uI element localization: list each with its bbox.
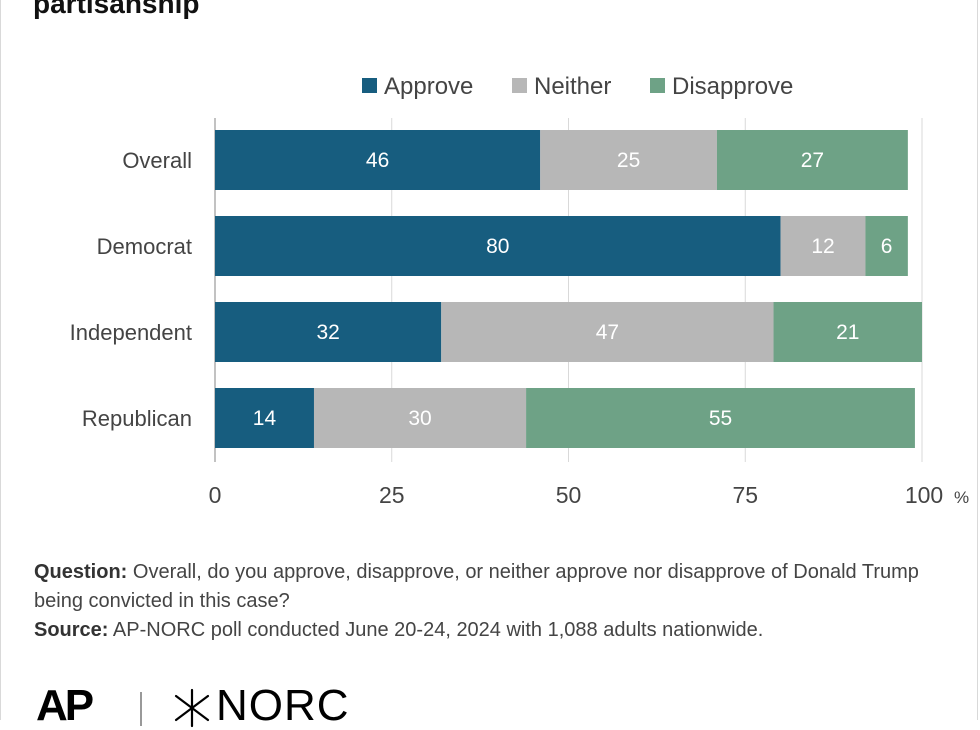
legend: Approve Neither Disapprove xyxy=(362,73,793,100)
data-label: 27 xyxy=(801,149,824,172)
x-tick-label: 75 xyxy=(732,482,758,508)
bar-segment-approve xyxy=(215,388,314,448)
bar-segment-disapprove xyxy=(716,130,908,190)
category-label: Democrat xyxy=(97,234,192,259)
x-tick-label: 100 xyxy=(905,482,943,508)
question-note: Question: Overall, do you approve, disap… xyxy=(34,558,944,616)
data-label: 6 xyxy=(881,235,893,258)
legend-swatch-neither xyxy=(512,78,527,93)
bar-segment-disapprove xyxy=(526,388,915,448)
source-note: Source: AP-NORC poll conducted June 20-2… xyxy=(34,616,944,645)
bar-segment-neither xyxy=(780,216,866,276)
data-label: 30 xyxy=(408,407,431,430)
norc-star-icon xyxy=(174,688,210,728)
bar-segment-approve xyxy=(215,216,781,276)
stacked-bar-chart: Approve Neither Disapprove 46 25 27 80 12 6 32 47… xyxy=(70,73,970,508)
legend-swatch-disapprove xyxy=(650,78,665,93)
source-text: AP-NORC poll conducted June 20-24, 2024 … xyxy=(108,619,764,641)
x-tick-label: 25 xyxy=(379,482,405,508)
data-label: 55 xyxy=(709,407,732,430)
x-tick-label: 0 xyxy=(209,482,222,508)
bar-segment-neither xyxy=(540,130,717,190)
norc-logo-text: NORC xyxy=(216,681,350,730)
bar-segment-approve xyxy=(215,130,541,190)
bars: 46 25 27 80 12 6 32 47 21 14 30 55 xyxy=(215,130,922,448)
legend-label-disapprove: Disapprove xyxy=(672,73,793,100)
data-label: 80 xyxy=(486,235,509,258)
category-label: Independent xyxy=(70,320,192,345)
legend-swatch-approve xyxy=(362,78,377,93)
x-tick-label: 50 xyxy=(556,482,582,508)
bar-segment-approve xyxy=(215,302,442,362)
question-text: Overall, do you approve, disapprove, or … xyxy=(34,561,919,612)
data-label: 21 xyxy=(836,321,859,344)
chart-notes: Question: Overall, do you approve, disap… xyxy=(34,558,944,645)
category-labels: Overall Democrat Independent Republican xyxy=(70,148,192,431)
legend-label-approve: Approve xyxy=(384,73,473,100)
x-unit-label: % xyxy=(954,488,969,507)
data-label: 32 xyxy=(316,321,339,344)
chart-title: partisanship xyxy=(33,0,200,19)
source-label: Source: xyxy=(34,619,109,641)
data-label: 12 xyxy=(811,235,834,258)
data-label: 46 xyxy=(366,149,389,172)
legend-label-neither: Neither xyxy=(534,73,611,100)
data-label: 25 xyxy=(617,149,640,172)
x-axis-ticks: 0 25 50 75 100% xyxy=(209,482,970,508)
category-label: Republican xyxy=(82,406,192,431)
bar-segment-disapprove xyxy=(865,216,908,276)
category-label: Overall xyxy=(122,148,192,173)
bar-segment-neither xyxy=(441,302,774,362)
data-label: 14 xyxy=(253,407,277,430)
question-label: Question: xyxy=(34,561,128,583)
data-label: 47 xyxy=(596,321,619,344)
bar-segment-disapprove xyxy=(773,302,922,362)
bar-segment-neither xyxy=(313,388,527,448)
logo-divider xyxy=(140,692,142,726)
ap-logo: AP xyxy=(36,681,94,730)
